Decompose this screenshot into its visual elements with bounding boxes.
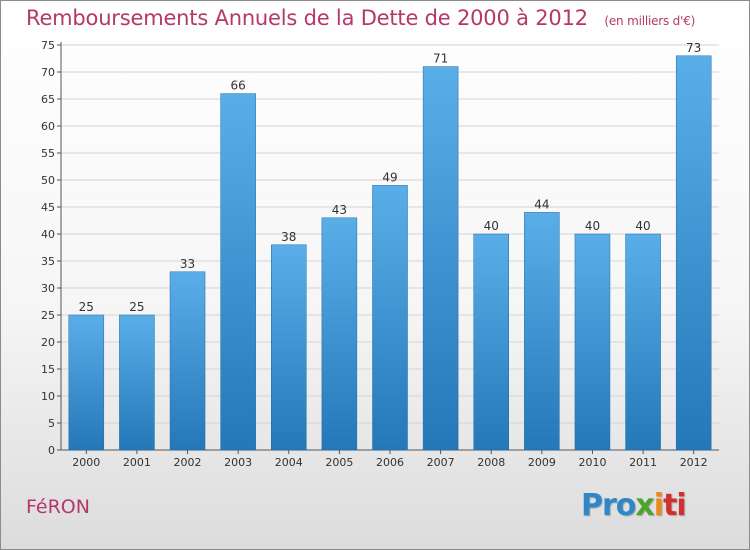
bar-2005 [321,217,358,451]
x-tick-label-2004: 2004 [275,456,303,469]
logo-part: i [653,488,664,523]
logo-part: ti [663,488,687,523]
x-tick-label-2002: 2002 [174,456,202,469]
y-tick-label: 0 [48,444,55,457]
proxiti-logo: Proxiti [581,488,687,523]
data-label-2011: 40 [635,219,650,233]
data-label-2002: 33 [180,257,195,271]
y-tick-label: 5 [48,417,55,430]
data-label-2007: 71 [433,52,448,66]
x-tick-label-2008: 2008 [477,456,505,469]
y-tick-label: 60 [41,120,55,133]
y-tick-label: 65 [41,93,55,106]
data-label-2010: 40 [585,219,600,233]
y-tick-label: 20 [41,336,55,349]
x-tick-label-2011: 2011 [629,456,657,469]
tick-labels: 0 5 10 15 20 25 30 35 40 45 50 55 60 65 70 75 2000 2001 20… [41,39,708,469]
x-tick-label-2000: 2000 [72,456,100,469]
bar-2007 [422,66,459,451]
x-tick-label-2006: 2006 [376,456,404,469]
logo-part: x [635,488,654,523]
bar-2011 [625,233,661,451]
x-tick-label-2007: 2007 [427,456,455,469]
y-tick-label: 15 [41,363,55,376]
bar-2010 [574,233,611,451]
bar-2008 [473,233,509,451]
bar-2003 [220,93,256,451]
y-tick-label: 40 [41,228,55,241]
y-tick-label: 35 [41,255,55,268]
chart-subtitle: (en milliers d'€) [604,14,696,28]
y-tick-label: 30 [41,282,55,295]
data-label-2006: 49 [382,170,397,184]
chart-title-text: Remboursements Annuels de la Dette de 20… [26,6,588,30]
commune-name: FéRON [26,496,90,518]
data-label-2009: 44 [534,197,549,211]
bar-2006 [372,185,408,451]
y-tick-label: 70 [41,66,55,79]
x-tick-label-2001: 2001 [123,456,151,469]
bar-2001 [119,314,155,451]
data-label-2005: 43 [332,203,347,217]
data-label-2008: 40 [484,219,499,233]
data-label-2003: 66 [231,79,246,93]
y-tick-label: 10 [41,390,55,403]
data-labels: 25 25 33 66 38 43 49 71 40 44 40 40 73 [79,41,702,314]
bar-2000 [68,314,105,451]
x-tick-label-2012: 2012 [680,456,708,469]
y-tick-label: 55 [41,147,55,160]
data-label-2004: 38 [281,230,296,244]
chart-title: Remboursements Annuels de la Dette de 20… [26,6,695,30]
data-label-2001: 25 [129,300,144,314]
x-tick-label-2003: 2003 [224,456,252,469]
bar-2009 [524,212,560,451]
logo-part: Pro [581,488,636,523]
x-tick-label-2009: 2009 [528,456,556,469]
x-tick-label-2010: 2010 [578,456,606,469]
bar-2012 [675,55,712,451]
data-label-2000: 25 [79,300,94,314]
bar-2002 [169,271,206,451]
y-tick-label: 75 [41,39,55,52]
y-tick-label: 45 [41,201,55,214]
data-label-2012: 73 [686,41,701,55]
x-tick-label-2005: 2005 [325,456,353,469]
bar-2004 [271,244,307,451]
y-tick-label: 50 [41,174,55,187]
y-tick-label: 25 [41,309,55,322]
bars [68,55,712,451]
